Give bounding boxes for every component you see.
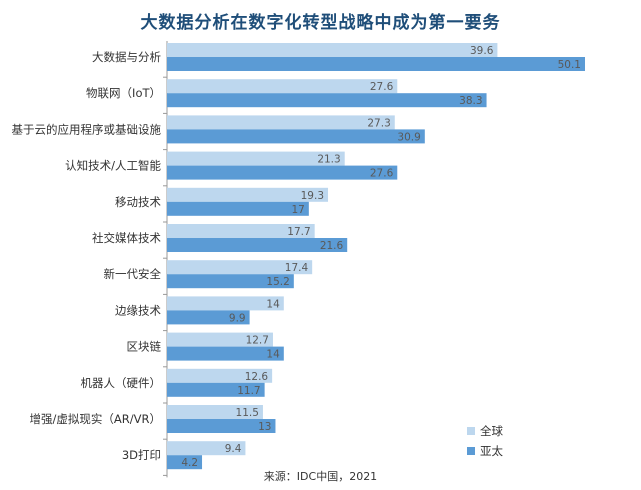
data-label: 9.4 xyxy=(225,443,242,455)
bar-global xyxy=(167,332,273,347)
chart-title: 大数据分析在数字化转型战略中成为第一要务 xyxy=(140,13,501,33)
category-label: 社交媒体技术 xyxy=(92,231,161,245)
legend-swatch xyxy=(467,427,475,435)
bar-global xyxy=(167,441,246,456)
data-label: 21.3 xyxy=(317,154,340,166)
category-label: 3D打印 xyxy=(122,448,161,462)
bar-global xyxy=(167,368,273,383)
bar-apac xyxy=(167,274,294,289)
data-label: 14 xyxy=(266,349,280,361)
bar-global xyxy=(167,151,345,166)
bar-global xyxy=(167,79,398,94)
bar-global xyxy=(167,224,315,238)
bar-apac xyxy=(167,310,250,325)
bar-apac xyxy=(167,238,348,252)
data-label: 27.6 xyxy=(370,168,394,180)
category-label: 区块链 xyxy=(127,340,162,354)
bar-apac xyxy=(167,419,276,433)
bar-global xyxy=(167,260,313,275)
data-label: 39.6 xyxy=(470,45,494,57)
data-label: 30.9 xyxy=(397,131,420,143)
bar-global xyxy=(167,296,284,311)
data-label: 38.3 xyxy=(459,95,482,107)
legend-swatch xyxy=(467,447,475,455)
bar-apac xyxy=(167,346,284,361)
category-label: 大数据与分析 xyxy=(92,50,161,64)
legend-label: 亚太 xyxy=(480,444,503,458)
data-label: 14 xyxy=(266,298,280,310)
category-label: 新一代安全 xyxy=(104,267,162,281)
bar-apac xyxy=(167,129,425,144)
data-label: 27.6 xyxy=(370,81,394,93)
data-label: 19.3 xyxy=(301,190,324,202)
bar-global xyxy=(167,187,329,202)
data-label: 17.7 xyxy=(287,226,310,238)
data-label: 12.7 xyxy=(246,335,269,347)
data-label: 4.2 xyxy=(181,457,198,469)
data-label: 11.5 xyxy=(236,407,259,419)
data-label: 15.2 xyxy=(266,276,289,288)
data-label: 13 xyxy=(258,421,271,433)
category-label: 边缘技术 xyxy=(115,303,161,317)
data-label: 21.6 xyxy=(320,240,344,252)
bar-apac xyxy=(167,382,265,397)
bar-apac xyxy=(167,201,309,216)
category-label: 认知技术/人工智能 xyxy=(65,159,161,173)
bar-apac xyxy=(167,455,203,470)
bar-apac xyxy=(167,93,487,108)
bar-global xyxy=(167,405,263,419)
category-label: 移动技术 xyxy=(115,195,161,209)
data-label: 17.4 xyxy=(285,262,309,274)
data-label: 9.9 xyxy=(229,312,246,324)
bar-apac xyxy=(167,57,585,71)
data-label: 11.7 xyxy=(237,385,260,397)
bar-global xyxy=(167,43,498,57)
category-label: 增强/虚拟现实（AR/VR） xyxy=(30,412,161,426)
data-label: 12.6 xyxy=(245,371,269,383)
chart-source: 来源：IDC中国，2021 xyxy=(263,470,378,483)
data-label: 17 xyxy=(291,204,304,216)
data-label: 50.1 xyxy=(558,59,581,71)
category-label: 机器人（硬件） xyxy=(81,376,162,390)
category-label: 物联网（IoT） xyxy=(86,86,161,100)
data-label: 27.3 xyxy=(367,117,390,129)
bar-global xyxy=(167,115,395,130)
category-label: 基于云的应用程序或基础设施 xyxy=(12,122,162,136)
legend-label: 全球 xyxy=(480,424,503,438)
bar-apac xyxy=(167,165,398,180)
